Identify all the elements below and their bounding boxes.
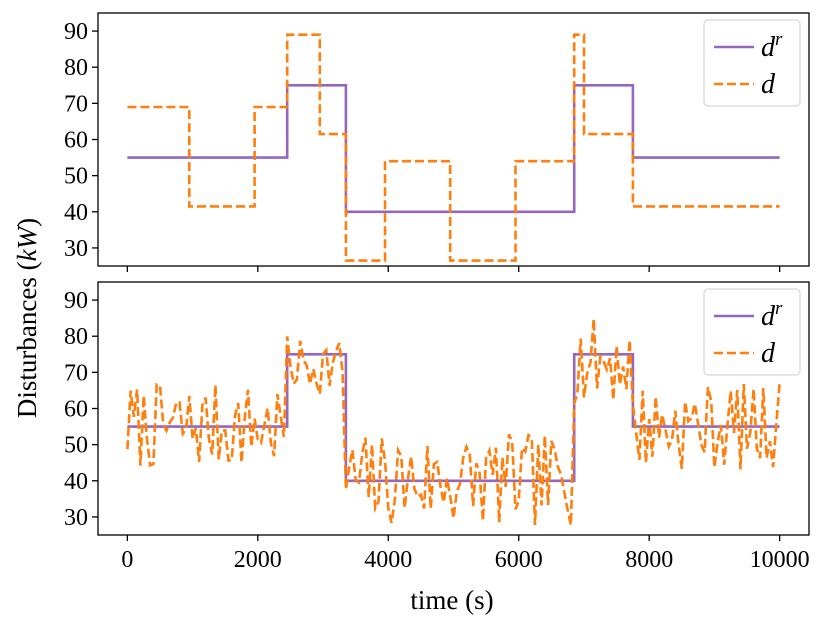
legend-dr-label: dr (761, 298, 783, 332)
legend-d-label: d (761, 69, 776, 100)
series-dr-line (127, 353, 780, 483)
y-tick-label: 60 (64, 397, 88, 423)
top-panel: 30 40 50 60 70 80 90 dr d (64, 12, 810, 272)
y-tick-label: 30 (64, 236, 88, 262)
x-tick-label: 4000 (364, 547, 412, 573)
series-dr-line (127, 84, 780, 214)
x-tick-label: 10000 (750, 547, 810, 573)
y-tick-label: 40 (64, 200, 88, 226)
legend-box (703, 19, 801, 107)
x-tick-label: 2000 (234, 547, 282, 573)
y-tick-label: 70 (64, 91, 88, 117)
y-tick-label: 90 (64, 19, 88, 45)
legend-box (703, 288, 801, 376)
series-d-line (127, 33, 780, 262)
x-tick-label: 6000 (495, 547, 543, 573)
legend: dr d (703, 19, 801, 107)
y-tick-label: 70 (64, 360, 88, 386)
y-tick-label: 80 (64, 55, 88, 81)
legend: dr d (703, 288, 801, 376)
y-tick-label: 80 (64, 324, 88, 350)
legend-dr-label: dr (761, 29, 783, 63)
plot-frame (97, 281, 810, 536)
y-tick-label: 50 (64, 164, 88, 190)
bottom-panel: 30 40 50 60 70 80 90 0 2000 4000 6000 8000 10000 dr d (64, 281, 810, 573)
legend-d-label: d (761, 338, 776, 369)
plot-frame (97, 12, 810, 267)
y-axis-label: Disturbances (kW) (12, 218, 42, 418)
series-d-line (126, 318, 781, 526)
x-axis-label: time (s) (410, 585, 493, 615)
x-tick-label: 0 (121, 547, 133, 573)
y-tick-label: 40 (64, 469, 88, 495)
x-tick-label: 8000 (625, 547, 673, 573)
y-tick-label: 30 (64, 505, 88, 531)
y-tick-label: 90 (64, 288, 88, 314)
y-tick-label: 60 (64, 128, 88, 154)
y-tick-label: 50 (64, 433, 88, 459)
